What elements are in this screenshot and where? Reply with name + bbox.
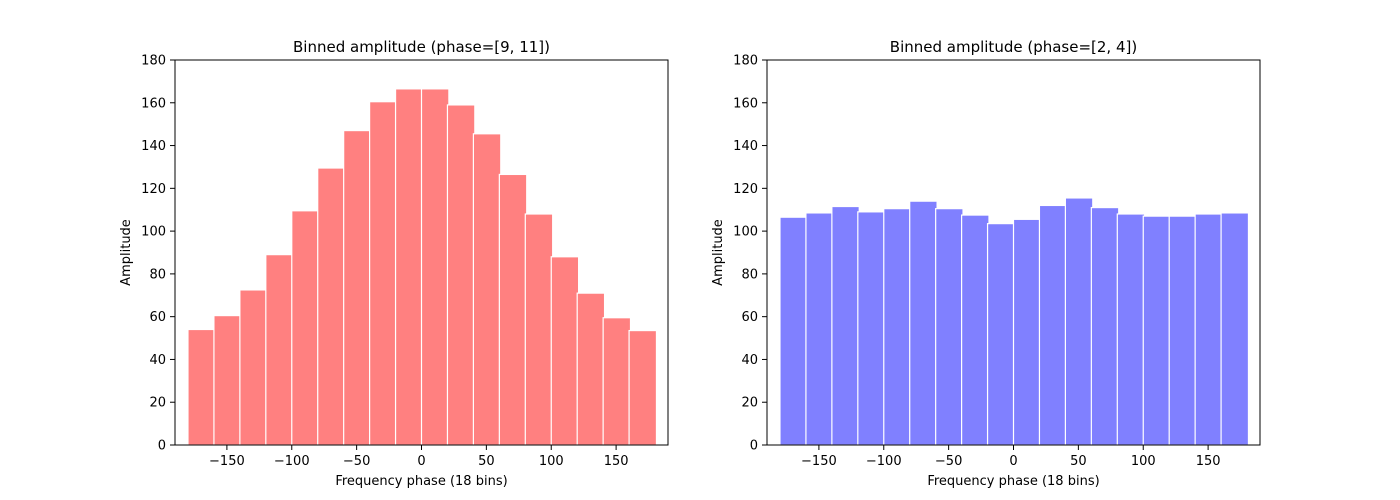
right-chart-x-tick-label: −50 xyxy=(935,454,962,469)
left-chart-x-tick-label: −50 xyxy=(343,454,370,469)
left-chart-bar xyxy=(187,328,216,445)
left-chart-x-tick-label: −100 xyxy=(274,454,310,469)
left-chart-bar xyxy=(498,173,528,445)
left-chart-y-tick-label: 20 xyxy=(149,396,166,411)
right-chart-y-tick-label: 180 xyxy=(733,54,758,69)
right-chart-y-tick-label: 80 xyxy=(741,267,758,282)
right-chart-bar xyxy=(831,205,860,445)
left-chart-bar xyxy=(369,101,398,445)
left-chart-y-tick-label: 140 xyxy=(141,139,166,154)
left-chart-bars xyxy=(187,88,658,445)
right-chart-bar xyxy=(857,211,886,445)
left-chart-x-axis-ticks: −150 −100 −50 0 50 100 150 xyxy=(209,445,629,469)
left-chart-x-tick-label: 0 xyxy=(417,454,425,469)
left-chart-x-tick-label: −150 xyxy=(209,454,245,469)
right-chart-bar xyxy=(1090,206,1120,445)
right-chart-y-tick-label: 160 xyxy=(733,96,758,111)
right-chart-bar xyxy=(961,214,990,445)
right-chart-x-axis-ticks: −150 −100 −50 0 50 100 150 xyxy=(801,445,1221,469)
right-chart-x-tick-label: 0 xyxy=(1009,454,1017,469)
right-chart-x-tick-label: 150 xyxy=(1196,454,1221,469)
right-chart-panel: Binned amplitude (phase=[2, 4]) 0 20 40 60 8… xyxy=(711,38,1261,489)
left-chart-bar xyxy=(472,133,502,445)
left-chart-bar xyxy=(576,292,606,445)
right-chart-y-tick-label: 60 xyxy=(741,310,758,325)
right-chart-bar xyxy=(909,200,938,445)
right-chart-bar xyxy=(1116,213,1146,445)
left-chart-bar xyxy=(524,213,554,445)
right-chart-bar xyxy=(779,216,808,445)
right-chart-bar xyxy=(805,212,834,445)
right-chart-x-tick-label: −100 xyxy=(866,454,902,469)
right-chart-bar xyxy=(1142,215,1172,445)
left-chart-x-tick-label: 50 xyxy=(478,454,495,469)
left-chart-bar xyxy=(446,104,476,445)
right-chart-y-axis-label: Amplitude xyxy=(711,219,726,286)
right-chart-bars xyxy=(779,197,1250,445)
right-chart-bar xyxy=(1012,218,1042,445)
left-chart-plot-frame xyxy=(174,59,669,446)
left-chart-y-tick-label: 60 xyxy=(149,310,166,325)
right-chart-y-tick-label: 100 xyxy=(733,225,758,240)
left-chart-x-axis-label: Frequency phase (18 bins) xyxy=(335,474,507,489)
left-chart-bar xyxy=(291,210,320,445)
left-chart-bar xyxy=(628,329,658,445)
left-chart-bar xyxy=(602,317,632,445)
left-chart-y-tick-label: 160 xyxy=(141,96,166,111)
right-chart-y-tick-label: 120 xyxy=(733,182,758,197)
right-chart-y-tick-label: 140 xyxy=(733,139,758,154)
left-chart-title: Binned amplitude (phase=[9, 11]) xyxy=(293,38,550,56)
right-chart-bar xyxy=(1168,215,1198,445)
right-chart-y-axis-ticks: 0 20 40 60 80 100 120 140 160 180 xyxy=(733,54,767,454)
left-chart-y-tick-label: 80 xyxy=(149,267,166,282)
right-chart-bar xyxy=(1220,212,1250,445)
left-chart-y-tick-label: 100 xyxy=(141,225,166,240)
left-chart-bar xyxy=(550,256,580,445)
right-chart-y-tick-label: 0 xyxy=(750,439,758,454)
left-chart-bar xyxy=(239,289,268,445)
left-chart-bar xyxy=(265,254,294,445)
right-chart-y-tick-label: 20 xyxy=(741,396,758,411)
right-chart-plot-frame xyxy=(766,59,1261,446)
left-chart-bar xyxy=(317,167,346,445)
right-chart-bar xyxy=(1194,213,1224,445)
right-chart-x-tick-label: 50 xyxy=(1070,454,1087,469)
left-chart-y-tick-label: 120 xyxy=(141,182,166,197)
right-chart-bar xyxy=(1038,204,1068,445)
right-chart-bar xyxy=(883,208,912,445)
right-chart-bar xyxy=(935,208,964,445)
left-chart-y-tick-label: 40 xyxy=(149,353,166,368)
left-chart-y-axis-ticks: 0 20 40 60 80 100 120 140 160 180 xyxy=(141,54,175,454)
left-chart-y-axis-label: Amplitude xyxy=(119,219,134,286)
left-chart-bar xyxy=(343,129,372,445)
left-chart-panel: Binned amplitude (phase=[9, 11]) 0 20 40 60… xyxy=(119,38,669,489)
right-chart-bar xyxy=(986,223,1016,445)
left-chart-y-tick-label: 0 xyxy=(158,439,166,454)
right-chart-title: Binned amplitude (phase=[2, 4]) xyxy=(890,38,1137,56)
right-chart-x-tick-label: −150 xyxy=(801,454,837,469)
right-chart-x-axis-label: Frequency phase (18 bins) xyxy=(927,474,1099,489)
left-chart-x-tick-label: 100 xyxy=(539,454,564,469)
left-chart-bar xyxy=(213,314,242,445)
right-chart-bar xyxy=(1064,197,1094,445)
left-chart-y-tick-label: 180 xyxy=(141,54,166,69)
left-chart-x-tick-label: 150 xyxy=(604,454,629,469)
right-chart-x-tick-label: 100 xyxy=(1131,454,1156,469)
right-chart-y-tick-label: 40 xyxy=(741,353,758,368)
left-chart-bar xyxy=(420,88,450,445)
left-chart-bar xyxy=(394,88,424,445)
